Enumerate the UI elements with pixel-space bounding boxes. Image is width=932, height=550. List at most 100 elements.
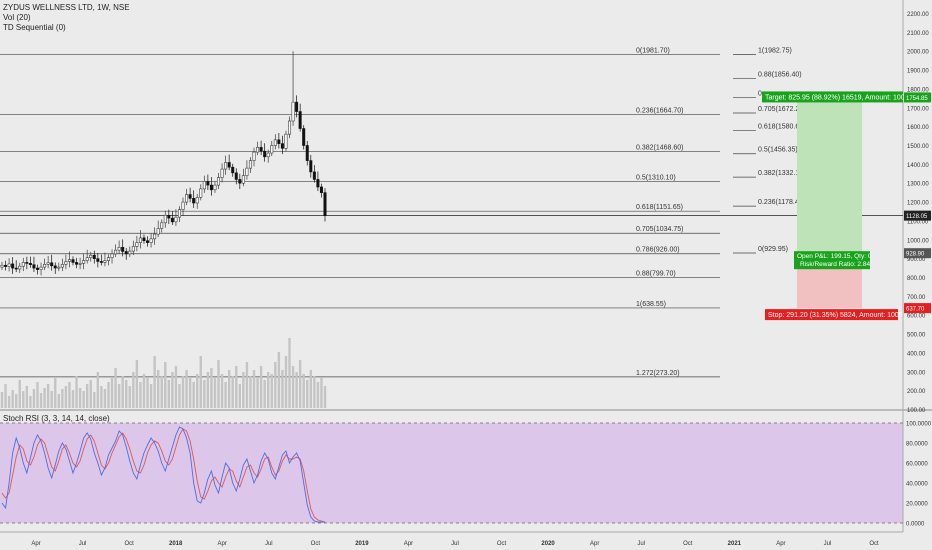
candle-body: [50, 262, 54, 267]
candle-body: [256, 147, 260, 153]
volume-bars: [0, 338, 327, 408]
candle-body: [213, 184, 217, 191]
candle-body: [185, 194, 189, 203]
fib-right-label: 0.618(1580.60): [758, 123, 805, 130]
volume-bar: [242, 372, 245, 408]
volume-bar: [263, 380, 266, 408]
candle-body: [43, 263, 47, 268]
volume-indicator-label[interactable]: Vol (20): [3, 13, 31, 22]
volume-bar: [32, 389, 36, 408]
candle-body: [78, 263, 82, 265]
stoch-rsi-label[interactable]: Stoch RSI (3, 3, 14, 14, close): [3, 414, 110, 423]
volume-bar: [82, 391, 85, 408]
volume-bar: [4, 384, 7, 408]
candle-body: [53, 265, 57, 269]
fib-right-label: 0: [758, 90, 762, 97]
price-tick-label: 2200.00: [907, 12, 929, 18]
volume-bar: [309, 370, 313, 408]
volume-bar: [274, 362, 277, 408]
volume-bar: [132, 372, 135, 408]
volume-bar: [259, 366, 263, 408]
candle-body: [85, 257, 89, 261]
td-sequential-label[interactable]: TD Sequential (0): [3, 23, 66, 32]
candle-body: [35, 267, 39, 270]
time-tick-label: Oct: [683, 541, 693, 547]
chart-legend: ZYDUS WELLNESS LTD, 1W, NSE Vol (20) TD …: [3, 3, 130, 33]
volume-bar: [0, 392, 4, 408]
volume-bar: [281, 370, 284, 408]
price-marker-box: [904, 92, 931, 103]
volume-bar: [25, 386, 29, 408]
candle-body: [138, 237, 142, 243]
candle-body: [32, 264, 36, 269]
price-axis: 100.00 200.00 300.00 400.00 500.00 600.00 700.…: [904, 12, 931, 414]
pnl-label-box: [794, 251, 870, 270]
candle-body: [39, 266, 43, 270]
candle-body: [302, 128, 306, 146]
stoch-d-line: [1, 428, 326, 523]
candle-body: [209, 184, 213, 191]
candle-body: [231, 166, 235, 174]
volume-bar: [206, 372, 210, 408]
volume-bar: [153, 356, 156, 408]
candle-body: [188, 194, 192, 199]
fib-right-label: 0.705(1672.20): [758, 106, 805, 113]
candle-body: [202, 181, 206, 190]
rsi-tick-label: 100.0000: [906, 422, 932, 428]
fib-left-label: 0.786(926.00): [636, 247, 680, 254]
volume-bar: [313, 376, 316, 408]
time-tick-label: Jul: [265, 541, 273, 547]
volume-bar: [210, 368, 213, 408]
candle-body: [4, 264, 8, 267]
price-tick-label: 1500.00: [907, 144, 929, 150]
price-tick-label: 1700.00: [907, 106, 929, 112]
volume-bar: [7, 396, 11, 408]
candle-body: [117, 247, 121, 251]
volume-bar: [135, 360, 139, 408]
price-tick-label: 1200.00: [907, 201, 929, 207]
volume-bar: [64, 386, 68, 408]
price-tick-label: 900.00: [907, 257, 926, 263]
volume-bar: [139, 382, 142, 408]
volume-bar: [199, 356, 202, 408]
candle-body: [298, 111, 302, 129]
fib-right-label: 0(929.95): [758, 246, 788, 253]
candle-body: [273, 139, 277, 146]
symbol-title[interactable]: ZYDUS WELLNESS LTD, 1W, NSE: [3, 3, 130, 12]
candle-body: [25, 262, 29, 264]
candle-body: [121, 247, 125, 252]
price-tick-label: 1400.00: [907, 163, 929, 169]
volume-bar: [245, 362, 249, 408]
volume-bar: [43, 388, 46, 408]
candle-body: [60, 263, 64, 268]
fib-left-label: 0(1981.70): [636, 48, 670, 55]
volume-bar: [46, 384, 50, 408]
stop-label-box: [765, 309, 898, 321]
volume-bar: [78, 388, 82, 408]
candle-body: [71, 259, 75, 263]
volume-bar: [121, 376, 124, 408]
volume-bar: [188, 378, 192, 408]
price-marker-label: 637.70: [906, 307, 925, 313]
volume-bar: [110, 378, 114, 408]
stoch-k-line: [1, 426, 325, 523]
volume-bar: [61, 389, 64, 408]
volume-bar: [29, 396, 32, 408]
price-tick-label: 1800.00: [907, 87, 929, 93]
candle-body: [57, 266, 61, 269]
time-tick-label: Apr: [590, 541, 599, 547]
fib-left-label: 1(638.55): [636, 301, 666, 308]
candle-body: [220, 168, 224, 178]
time-tick-label: Oct: [869, 541, 879, 547]
price-tick-label: 1600.00: [907, 125, 929, 131]
candle-body: [245, 167, 249, 176]
volume-bar: [174, 366, 178, 408]
volume-bar: [128, 386, 131, 408]
candle-body: [153, 233, 157, 240]
candle-body: [7, 263, 11, 267]
candle-body: [199, 188, 203, 198]
candle-body: [103, 260, 107, 263]
time-tick-label: Jul: [824, 541, 832, 547]
candle-body: [106, 257, 110, 261]
